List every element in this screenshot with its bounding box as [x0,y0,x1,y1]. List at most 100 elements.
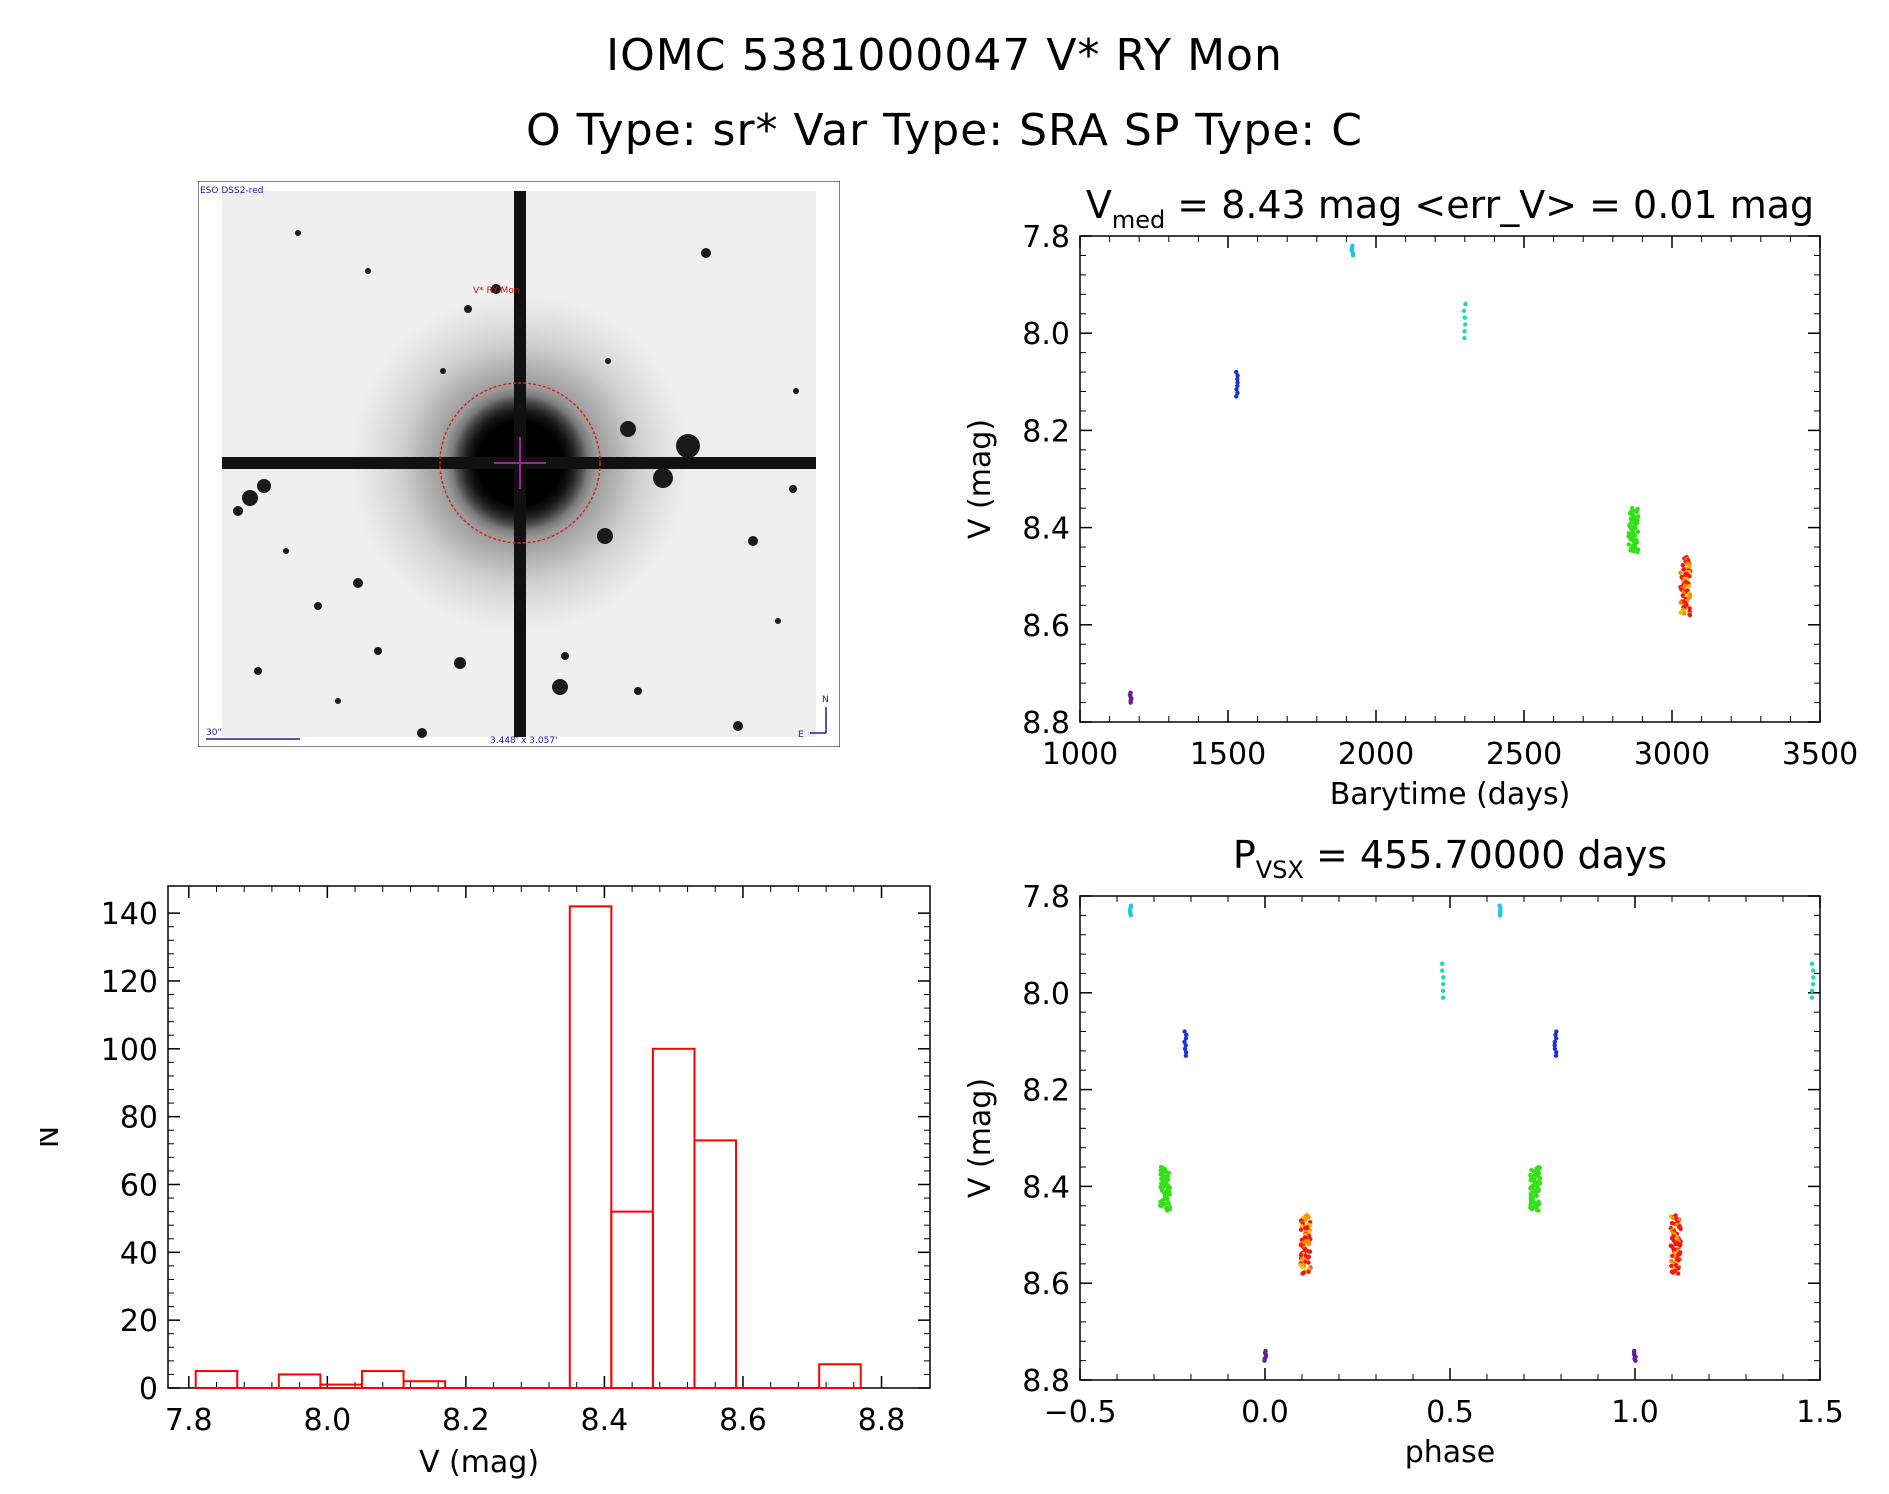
data-point [1678,570,1683,576]
data-point [1183,1043,1188,1048]
data-point [1497,913,1503,918]
data-point [1632,533,1638,538]
data-point [1300,1271,1305,1276]
x-tick-label: 8.4 [581,1403,629,1438]
data-point [1165,1208,1170,1213]
x-tick-label: 8.8 [858,1403,906,1438]
y-tick-label: 8.2 [1022,1074,1070,1109]
data-point [1302,1217,1308,1222]
data-point [1440,968,1445,973]
data-point [1235,376,1240,382]
data-point [1184,1032,1189,1038]
data-point [1440,981,1446,987]
data-point [1182,1039,1187,1045]
data-point [1552,1043,1557,1048]
x-tick-label: 0.0 [1241,1395,1289,1430]
data-point [1681,567,1686,572]
data-point [1439,961,1445,966]
data-point [1680,593,1686,598]
data-point [1678,600,1683,605]
data-point [1635,549,1640,555]
y-tick-label: 8.6 [1022,1267,1070,1302]
data-point [1307,1249,1313,1254]
histogram-bar [277,1373,322,1390]
y-tick-label: 8.8 [1022,1364,1070,1399]
data-point [1461,308,1467,314]
data-point [1673,1241,1678,1247]
data-point [1680,563,1685,568]
data-point [1166,1201,1171,1206]
data-point [1182,1029,1187,1034]
y-tick-label: 8.0 [1022,317,1070,352]
y-tick-label: 40 [120,1236,158,1271]
data-point [1441,975,1446,980]
y-tick-label: 120 [101,965,158,1000]
data-point [1687,612,1693,618]
y-tick-label: 8.6 [1022,609,1070,644]
data-point [1463,322,1468,327]
x-axis-label: Barytime (days) [1330,777,1571,812]
data-point [1534,1173,1540,1179]
figure-subtitle: O Type: sr* Var Type: SRA SP Type: C [526,105,1363,156]
y-tick-label: 8.8 [1022,706,1070,741]
data-point [1235,373,1240,378]
data-point [1234,387,1239,392]
east-label: E [798,730,804,740]
data-point [1440,988,1446,994]
data-point [1234,369,1239,375]
data-point [1306,1269,1311,1275]
data-point [1687,574,1692,579]
data-point [1634,509,1639,515]
background-stars [233,230,799,738]
histogram-bar [194,1370,239,1389]
fov-label: 3.448' x 3.057' [490,736,558,746]
data-point [1165,1197,1170,1202]
data-point [1552,1046,1558,1052]
data-point [1676,1266,1681,1271]
x-tick-label: 0.5 [1426,1395,1474,1430]
data-point [1681,611,1687,616]
data-point [1811,968,1816,973]
data-point [1298,1252,1304,1258]
data-point [1631,548,1636,554]
data-point [1809,988,1815,994]
north-label: N [822,695,829,705]
data-point [1158,1203,1164,1209]
histogram-bar [610,1210,654,1389]
data-point [1809,961,1815,966]
data-point [1262,1358,1267,1363]
y-tick-label: 140 [101,897,158,932]
y-tick-label: 8.2 [1022,414,1070,449]
data-point [1669,1263,1674,1269]
x-tick-label: −0.5 [1044,1395,1117,1430]
figure-title: IOMC 5381000047 V* RY Mon [606,30,1283,81]
histogram-bar [568,905,613,1390]
data-point [1554,1029,1559,1034]
x-tick-label: 1500 [1190,737,1266,772]
data-point [1235,390,1240,396]
histogram-bar [402,1380,447,1390]
data-point [1235,380,1240,385]
data-point [1678,1226,1683,1232]
y-axis-label: V (mag) [963,419,998,539]
data-point [1462,329,1467,334]
plot-frame [1079,895,1821,1381]
y-tick-label: 8.0 [1022,977,1070,1012]
finder-chart-image: ESO DSS2-red V* RY Mon 30" 3.448' x 3.05… [198,181,840,747]
y-tick-label: 100 [101,1033,158,1068]
x-tick-label: 1000 [1042,737,1118,772]
data-point [1128,700,1133,705]
data-point [1534,1193,1539,1199]
data-point [1306,1214,1311,1220]
data-point [1670,1270,1676,1275]
data-point [1529,1206,1535,1212]
data-point [1554,1050,1559,1055]
survey-label: ESO DSS2-red [200,186,263,196]
y-tick-label: 20 [120,1304,158,1339]
x-tick-label: 2000 [1338,737,1414,772]
x-tick-label: 8.0 [303,1403,351,1438]
scale-label: 30" [206,728,222,738]
histogram-bar [651,1047,696,1389]
data-point [1536,1208,1541,1213]
data-point [1307,1229,1312,1234]
